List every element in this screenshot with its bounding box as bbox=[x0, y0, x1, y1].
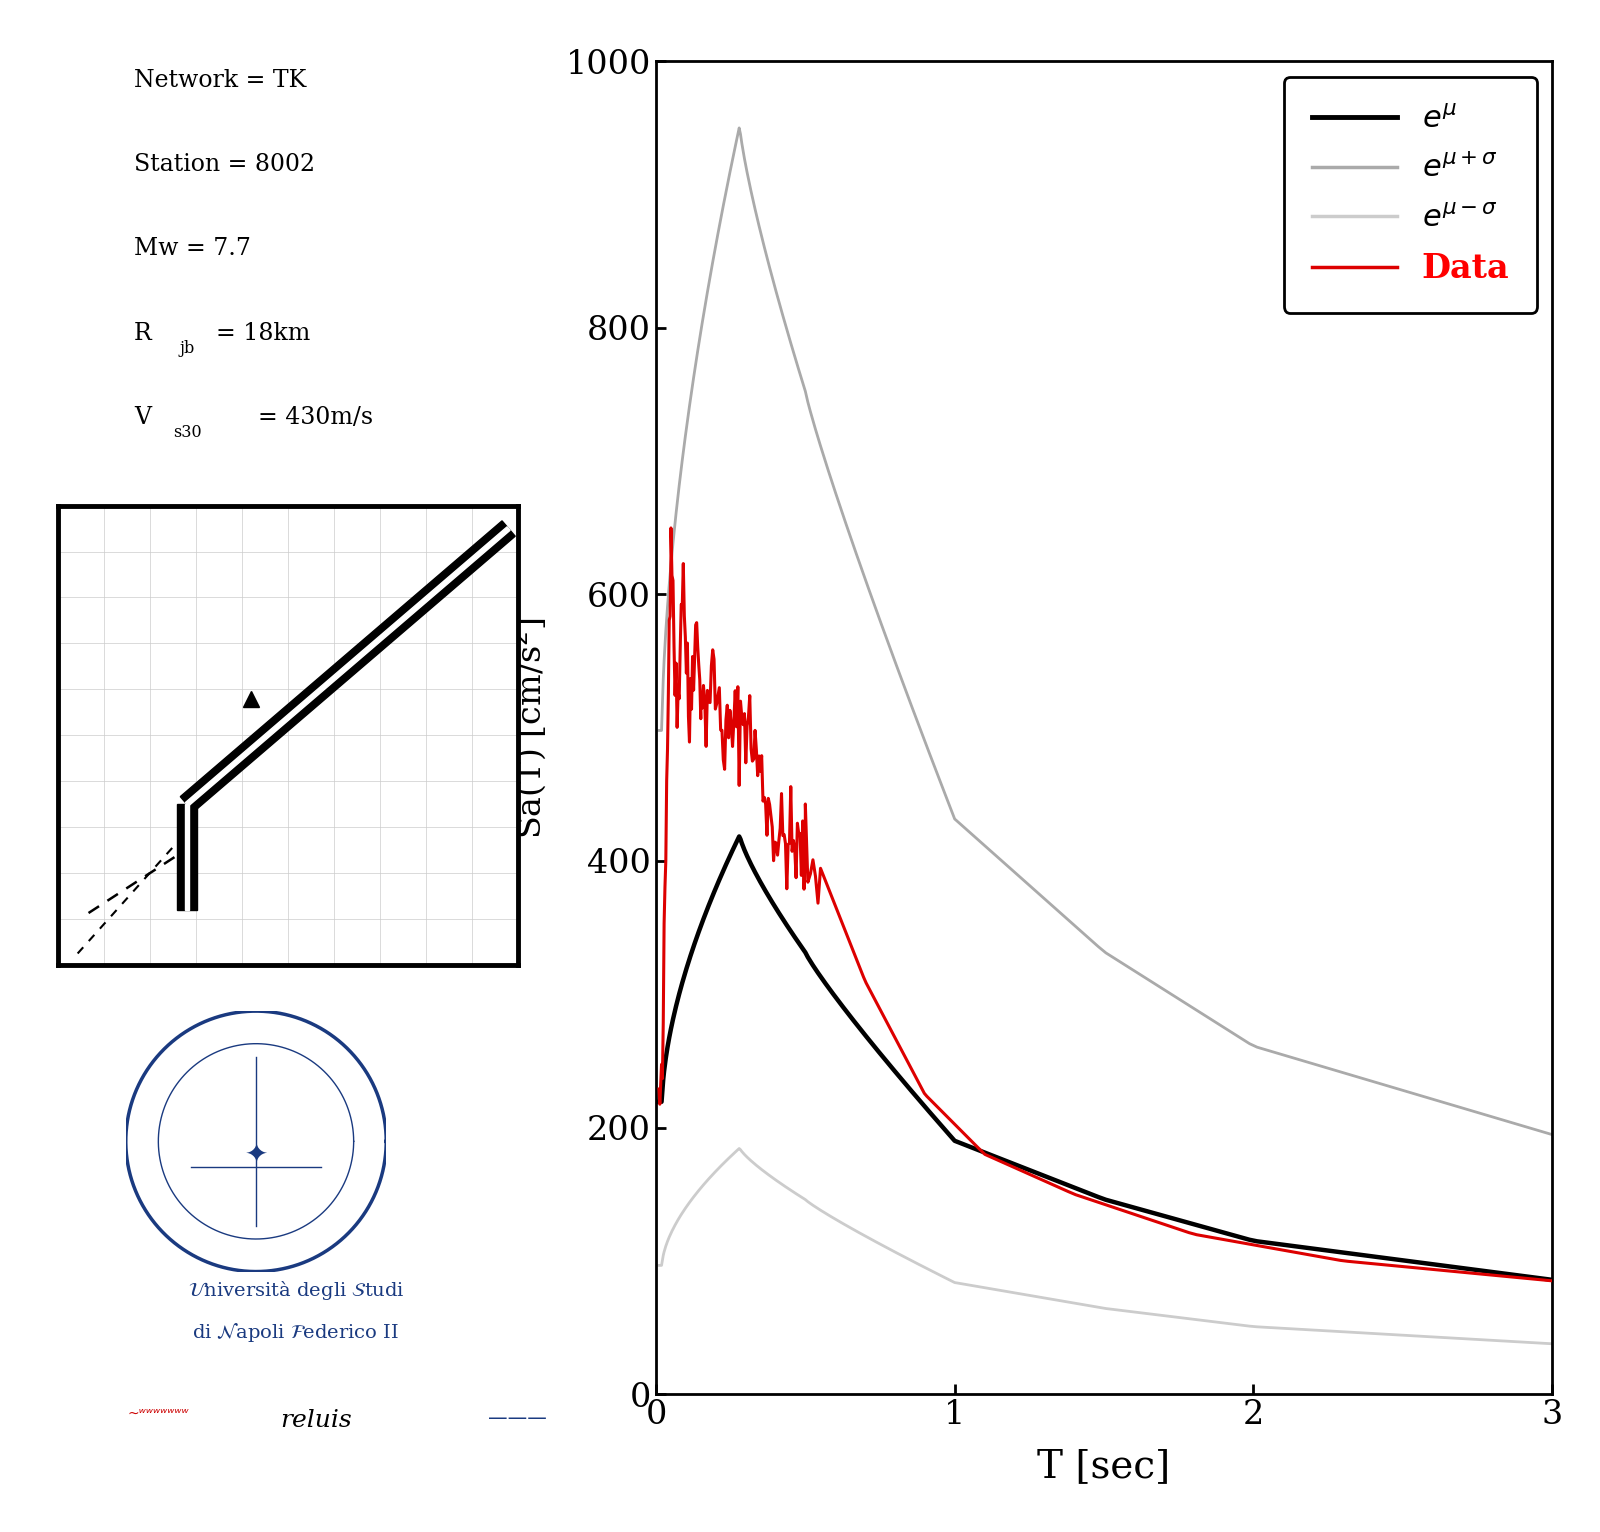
Text: $\mathcal{U}$niversità degli $\mathcal{S}$tudi: $\mathcal{U}$niversità degli $\mathcal{S… bbox=[187, 1279, 405, 1302]
Text: di $\mathcal{N}$apoli $\mathcal{F}$ederico II: di $\mathcal{N}$apoli $\mathcal{F}$ederi… bbox=[192, 1321, 400, 1344]
Text: Mw = 7.7: Mw = 7.7 bbox=[134, 237, 251, 260]
Polygon shape bbox=[186, 527, 510, 806]
Text: jb: jb bbox=[179, 340, 195, 357]
Text: ———: ——— bbox=[488, 1409, 547, 1428]
X-axis label: T [sec]: T [sec] bbox=[1037, 1448, 1171, 1485]
Y-axis label: Sa(T) [cm/s$^2$]: Sa(T) [cm/s$^2$] bbox=[510, 617, 549, 838]
Polygon shape bbox=[176, 804, 197, 910]
Text: ✦: ✦ bbox=[245, 1140, 267, 1169]
Text: = 430m/s: = 430m/s bbox=[258, 406, 373, 429]
Text: reluis: reluis bbox=[280, 1409, 352, 1432]
Text: s30: s30 bbox=[173, 424, 202, 441]
Text: V: V bbox=[134, 406, 150, 429]
Legend: $e^{\mu}$, $e^{\mu+\sigma}$, $e^{\mu-\sigma}$, Data: $e^{\mu}$, $e^{\mu+\sigma}$, $e^{\mu-\si… bbox=[1285, 77, 1536, 313]
Text: Network = TK: Network = TK bbox=[134, 69, 306, 92]
Polygon shape bbox=[184, 804, 189, 910]
Polygon shape bbox=[181, 521, 515, 812]
Text: ~ʷʷʷʷʷʷʷ: ~ʷʷʷʷʷʷʷ bbox=[128, 1406, 189, 1420]
Text: R: R bbox=[134, 322, 152, 345]
Text: = 18km: = 18km bbox=[216, 322, 310, 345]
Text: Station = 8002: Station = 8002 bbox=[134, 153, 315, 176]
